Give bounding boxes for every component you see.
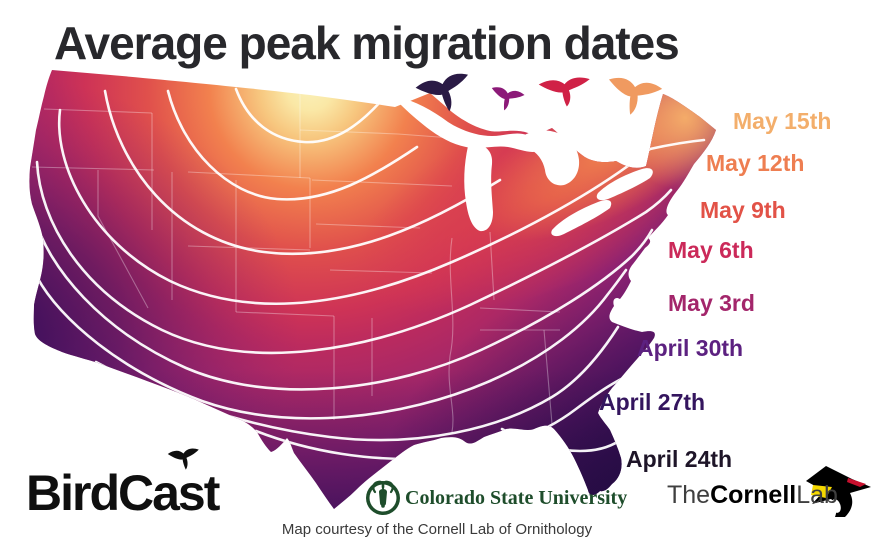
cornell-lab-logo-text: TheCornellLab: [667, 481, 838, 510]
bird-magenta-icon: [491, 87, 525, 111]
cornell-bird-white-belly: [831, 499, 841, 513]
cornell-bird-yellow-patch: [811, 485, 832, 498]
date-label-april-27: April 27th: [599, 389, 706, 415]
contour-line-4: [35, 160, 673, 355]
contour-line-1: [166, 89, 419, 201]
map-caption: Map courtesy of the Cornell Lab of Ornit…: [281, 521, 593, 538]
bird-crimson-icon: [538, 77, 590, 107]
lake-erie: [551, 200, 612, 237]
birdcast-logo-text: BirdCast: [26, 465, 220, 521]
date-label-april-30: April 30th: [637, 335, 744, 361]
contour-line-6: [35, 268, 628, 420]
contour-line-2: [103, 89, 502, 256]
bird-navy-icon: [415, 73, 469, 112]
cornell-the: The: [667, 481, 711, 509]
bird-orange-icon: [608, 77, 663, 115]
cornell-bird-red-crown: [847, 478, 866, 487]
csu-logo-text: Colorado State University: [405, 487, 628, 509]
contour-line-3: [57, 108, 706, 306]
cornell-bird-icon: [806, 466, 871, 517]
great-lakes: [396, 97, 653, 237]
date-label-may-6: May 6th: [668, 237, 754, 263]
cornell-lab: Lab: [796, 481, 838, 509]
cornell-name: Cornell: [710, 481, 797, 509]
date-label-may-12: May 12th: [706, 150, 805, 176]
contour-line-0: [234, 87, 383, 144]
lake-ontario: [596, 168, 653, 201]
lake-michigan: [464, 144, 493, 232]
date-label-april-24: April 24th: [626, 446, 733, 472]
contour-line-5: [32, 214, 654, 391]
page-title: Average peak migration dates: [54, 17, 680, 69]
date-label-may-15: May 15th: [733, 108, 832, 134]
date-label-may-9: May 9th: [700, 197, 786, 223]
birdcast-bird-icon: [167, 448, 199, 470]
csu-ram-logo: [366, 480, 400, 515]
lake-huron: [518, 130, 580, 186]
bird-icons: [415, 73, 663, 115]
date-label-may-3: May 3rd: [668, 290, 755, 316]
lake-superior: [396, 97, 541, 152]
